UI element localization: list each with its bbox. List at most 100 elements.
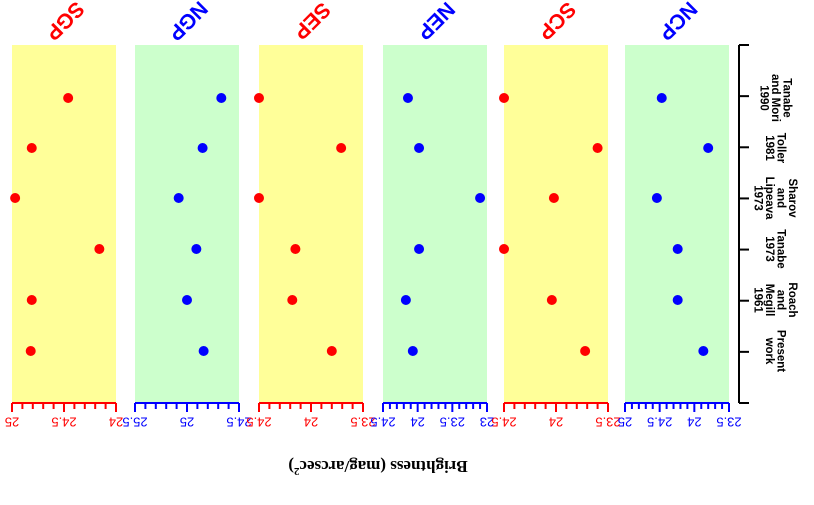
panel-title-ngp: NGP — [163, 0, 211, 45]
data-point-sgp-1 — [26, 295, 37, 305]
panel-background-ncp — [625, 45, 729, 403]
tick-label: 24.5 — [246, 415, 271, 430]
data-point-scp-3 — [548, 193, 559, 203]
data-point-ncp-2 — [672, 244, 683, 254]
category-label-line: and — [775, 290, 787, 310]
data-point-sep-2 — [290, 244, 301, 254]
data-point-sgp-4 — [26, 143, 37, 153]
category-label-line: Present — [775, 330, 787, 372]
data-point-sgp-0 — [25, 346, 36, 356]
data-point-nep-2 — [414, 244, 425, 254]
data-point-scp-1 — [546, 295, 557, 305]
panel-background-nep — [383, 45, 487, 403]
tick-label: 25 — [5, 415, 19, 430]
data-point-ngp-1 — [182, 295, 192, 305]
data-point-ngp-2 — [191, 244, 202, 254]
tick-label: 25.5 — [122, 415, 147, 430]
tick-label: 24.5 — [370, 415, 395, 430]
panel-title-nep: NEP — [412, 0, 459, 44]
data-point-sgp-2 — [94, 244, 105, 254]
data-point-ngp-0 — [198, 346, 209, 356]
category-label-line: 1961 — [752, 287, 764, 313]
tick-label: 24.5 — [226, 415, 251, 430]
category-label-line: Roach — [786, 282, 798, 317]
category-label-line: and — [775, 188, 787, 208]
data-point-ngp-4 — [197, 143, 208, 153]
panel-nep: 24.5 24 23.5 23 NEP — [370, 0, 494, 430]
data-point-scp-2 — [499, 244, 509, 254]
panel-sep: 24.5 24 23.5 SEP — [246, 0, 375, 430]
tick-label: 25 — [618, 415, 632, 430]
data-point-ncp-0 — [698, 346, 709, 356]
category-label-line: Tanabe — [780, 78, 792, 117]
data-point-nep-3 — [475, 193, 486, 203]
tick-label: 24.5 — [51, 415, 76, 430]
category-label-line: and Mori — [769, 74, 781, 122]
panel-background-sgp — [12, 45, 116, 403]
data-point-ncp-3 — [651, 193, 662, 203]
data-point-ncp-5 — [656, 93, 667, 103]
panel-sgp: 25 24.5 24 SGP — [5, 0, 123, 430]
tick-label: 24 — [410, 415, 424, 430]
tick-label: 24 — [549, 415, 563, 430]
panel-background-scp — [504, 45, 608, 403]
data-point-scp-0 — [580, 346, 591, 356]
data-point-ngp-5 — [216, 93, 227, 103]
data-point-sep-5 — [254, 93, 264, 103]
category-label-line: 1981 — [763, 135, 775, 161]
panel-title-scp: SCP — [533, 0, 580, 44]
panel-ngp: 25.5 25 24.5 NGP — [122, 0, 251, 430]
category-label-line: Tanabe — [775, 229, 787, 268]
data-point-nep-5 — [402, 93, 413, 103]
data-point-scp-4 — [592, 143, 603, 153]
data-point-sep-1 — [287, 295, 298, 305]
x-axis-label-main: Brightness (mag/arcsec — [299, 457, 468, 476]
panel-background-sep — [259, 45, 363, 403]
tick-label: 24 — [109, 415, 123, 430]
category-label-line: 1973 — [752, 185, 764, 211]
panel-title-sgp: SGP — [41, 0, 89, 44]
category-label-line: 1990 — [757, 85, 769, 111]
tick-label: 23.5 — [440, 415, 465, 430]
tick-label: 23.5 — [716, 415, 741, 430]
data-point-sep-3 — [254, 193, 264, 203]
category-label-line: Toller — [775, 133, 787, 164]
data-point-nep-1 — [400, 295, 411, 305]
data-point-sep-4 — [336, 143, 347, 153]
data-point-scp-5 — [499, 93, 509, 103]
panel-title-ncp: NCP — [654, 0, 702, 44]
x-axis-label: Brightness (mag/arcsec2) — [288, 457, 467, 477]
tick-label: 23 — [480, 415, 494, 430]
panel-ncp: 25 24.5 24 23.5 NCP — [618, 0, 742, 430]
data-point-ngp-3 — [173, 193, 184, 203]
x-axis-label-close: ) — [288, 457, 294, 476]
data-point-sep-0 — [326, 346, 337, 356]
tick-label: 24 — [304, 415, 318, 430]
data-point-nep-0 — [407, 346, 418, 356]
data-point-sgp-3 — [10, 193, 21, 203]
x-axis-label-superscript: 2 — [293, 465, 299, 477]
panel-background-ngp — [135, 45, 239, 403]
data-point-sgp-5 — [63, 93, 74, 103]
panel-title-sep: SEP — [289, 0, 335, 44]
tick-label: 23.5 — [350, 415, 375, 430]
tick-label: 24 — [687, 415, 701, 430]
tick-label: 23.5 — [595, 415, 620, 430]
tick-label: 24.5 — [647, 415, 672, 430]
data-point-ncp-1 — [672, 295, 683, 305]
data-point-ncp-4 — [703, 143, 714, 153]
category-label-line: work — [763, 337, 775, 365]
category-label-line: Lipeava — [763, 177, 775, 220]
category-label-line: Megill — [763, 284, 775, 317]
data-point-nep-4 — [414, 143, 425, 153]
category-axis: PresentworkRoachandMegill1961Tanabe1973S… — [738, 44, 799, 404]
